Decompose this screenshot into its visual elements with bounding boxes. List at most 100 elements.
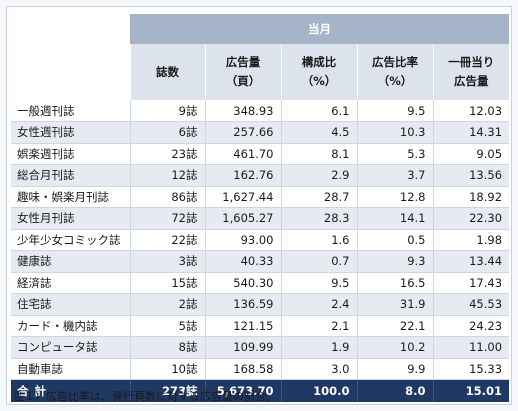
header-per-issue-label-2: 広告量	[454, 74, 489, 88]
table-row: 経済誌 15誌 540.30 9.5 16.5 17.43	[11, 272, 510, 294]
table-row: 一般週刊誌 9誌 348.93 6.1 9.5 12.03	[11, 100, 510, 122]
row-category: 自動車誌	[11, 358, 130, 380]
cell-per-issue: 9.05	[432, 143, 510, 165]
header-group-current-month: 当月	[130, 14, 510, 44]
cell-ad-pages: 1,605.27	[204, 207, 281, 230]
row-category: 少年少女コミック誌	[11, 229, 130, 251]
row-category: 健康誌	[11, 250, 130, 273]
cell-share: 1.6	[280, 229, 357, 251]
cell-ad-ratio: 10.3	[356, 121, 433, 144]
cell-share: 28.3	[280, 207, 357, 230]
cell-share: 4.5	[280, 121, 357, 144]
cell-count: 9誌	[129, 100, 205, 122]
cell-share: 3.0	[280, 358, 357, 380]
table-row: 健康誌 3誌 40.33 0.7 9.3 13.44	[11, 250, 510, 273]
cell-per-issue: 22.30	[432, 207, 510, 230]
header-per-issue: 一冊当り 広告量	[432, 44, 510, 100]
cell-ad-ratio: 5.3	[356, 143, 433, 165]
header-per-issue-label: 一冊当り	[448, 55, 495, 69]
header-ad-pages-label: 広告量	[225, 55, 261, 69]
cell-per-issue: 11.00	[432, 336, 510, 359]
cell-count: 6誌	[129, 121, 205, 144]
total-label: 合計	[11, 379, 130, 402]
header-ad-pages: 広告量 （頁）	[204, 44, 281, 100]
table-row: 住宅誌 2誌 136.59 2.4 31.9 45.53	[11, 293, 510, 316]
table-row: 趣味・娯楽月刊誌 86誌 1,627.44 28.7 12.8 18.92	[11, 186, 510, 208]
cell-ad-pages: 136.59	[204, 293, 281, 316]
cell-count: 2誌	[129, 293, 205, 316]
table-body: 一般週刊誌 9誌 348.93 6.1 9.5 12.03 女性週刊誌 6誌 257.66 4.5…	[11, 100, 510, 402]
cell-ad-ratio: 12.8	[356, 186, 433, 208]
total-share: 100.0	[280, 379, 357, 402]
header-ad-ratio-unit: （%）	[377, 74, 413, 88]
cell-ad-ratio: 22.1	[356, 315, 433, 337]
table-row: コンピュータ誌 8誌 109.99 1.9 10.2 11.00	[11, 336, 510, 359]
cell-per-issue: 15.33	[432, 358, 510, 380]
cell-ad-ratio: 0.5	[356, 229, 433, 251]
cell-count: 86誌	[129, 186, 205, 208]
cell-per-issue: 13.44	[432, 250, 510, 273]
total-ad-pages: 5,673.70	[204, 379, 281, 402]
cell-ad-pages: 121.15	[204, 315, 281, 337]
cell-ad-ratio: 16.5	[356, 272, 433, 294]
cell-share: 1.9	[280, 336, 357, 359]
table-row: 女性月刊誌 72誌 1,605.27 28.3 14.1 22.30	[11, 207, 510, 230]
cell-count: 3誌	[129, 250, 205, 273]
ad-volume-table: 当月 誌数 広告量 （頁） 構成比 （%） 広告比率 （%） 一冊当り 広告量 一般週刊…	[11, 14, 510, 402]
header-count-label: 誌数	[156, 64, 179, 79]
cell-ad-ratio: 9.3	[356, 250, 433, 273]
cell-share: 28.7	[280, 186, 357, 208]
table-row: 女性週刊誌 6誌 257.66 4.5 10.3 14.31	[11, 121, 510, 144]
cell-share: 8.1	[280, 143, 357, 165]
row-category: カード・機内誌	[11, 315, 130, 337]
row-category: 娯楽週刊誌	[11, 143, 130, 165]
header-share: 構成比 （%）	[280, 44, 357, 100]
table-row: 総合月刊誌 12誌 162.76 2.9 3.7 13.56	[11, 164, 510, 187]
cell-ad-ratio: 10.2	[356, 336, 433, 359]
cell-per-issue: 17.43	[432, 272, 510, 294]
cell-per-issue: 12.03	[432, 100, 510, 122]
row-category: 経済誌	[11, 272, 130, 294]
table-panel: 当月 誌数 広告量 （頁） 構成比 （%） 広告比率 （%） 一冊当り 広告量 一般週刊…	[6, 6, 512, 405]
cell-ad-pages: 93.00	[204, 229, 281, 251]
cell-share: 2.1	[280, 315, 357, 337]
cell-per-issue: 18.92	[432, 186, 510, 208]
cell-ad-pages: 348.93	[204, 100, 281, 122]
cell-count: 15誌	[129, 272, 205, 294]
total-row: 合計 273誌 5,673.70 100.0 8.0 15.01	[11, 379, 510, 402]
cell-ad-pages: 1,627.44	[204, 186, 281, 208]
table-row: 少年少女コミック誌 22誌 93.00 1.6 0.5 1.98	[11, 229, 510, 251]
header-corner	[11, 14, 130, 44]
header-share-label: 構成比	[301, 55, 337, 69]
cell-per-issue: 24.23	[432, 315, 510, 337]
cell-ad-pages: 257.66	[204, 121, 281, 144]
row-category: 一般週刊誌	[11, 100, 130, 122]
cell-share: 0.7	[280, 250, 357, 273]
row-category: 住宅誌	[11, 293, 130, 316]
row-category: 総合月刊誌	[11, 164, 130, 187]
row-category: 趣味・娯楽月刊誌	[11, 186, 130, 208]
cell-ad-ratio: 9.9	[356, 358, 433, 380]
cell-ad-ratio: 9.5	[356, 100, 433, 122]
cell-ad-pages: 168.58	[204, 358, 281, 380]
cell-share: 6.1	[280, 100, 357, 122]
header-share-unit: （%）	[301, 74, 337, 88]
cell-ad-ratio: 14.1	[356, 207, 433, 230]
header-ad-ratio: 広告比率 （%）	[356, 44, 433, 100]
footnote: 注１）広告比率は、発行頁数に対する広告量の割合。	[13, 390, 277, 403]
cell-per-issue: 14.31	[432, 121, 510, 144]
cell-ad-pages: 109.99	[204, 336, 281, 359]
row-category: 女性月刊誌	[11, 207, 130, 230]
table-row: 娯楽週刊誌 23誌 461.70 8.1 5.3 9.05	[11, 143, 510, 165]
total-ad-ratio: 8.0	[356, 379, 433, 402]
header-ad-pages-unit: （頁）	[225, 74, 261, 88]
cell-count: 12誌	[129, 164, 205, 187]
table-row: 自動車誌 10誌 168.58 3.0 9.9 15.33	[11, 358, 510, 380]
total-count: 273誌	[129, 379, 205, 402]
row-category: 女性週刊誌	[11, 121, 130, 144]
cell-ad-pages: 162.76	[204, 164, 281, 187]
cell-per-issue: 45.53	[432, 293, 510, 316]
cell-per-issue: 1.98	[432, 229, 510, 251]
cell-share: 9.5	[280, 272, 357, 294]
header-corner-lower	[11, 44, 130, 100]
